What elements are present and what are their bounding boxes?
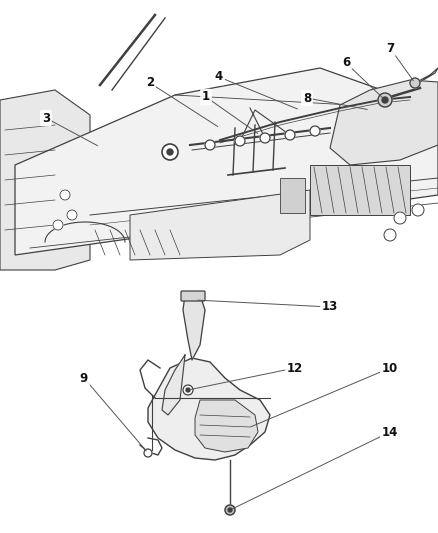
Circle shape [310, 126, 320, 136]
FancyBboxPatch shape [181, 291, 205, 301]
FancyBboxPatch shape [310, 165, 410, 215]
Text: 3: 3 [42, 111, 50, 125]
Circle shape [378, 93, 392, 107]
Circle shape [53, 220, 63, 230]
Text: 13: 13 [322, 301, 338, 313]
Text: 1: 1 [202, 91, 210, 103]
Circle shape [382, 97, 388, 103]
Text: 7: 7 [386, 42, 394, 54]
Circle shape [285, 130, 295, 140]
Polygon shape [162, 355, 185, 415]
Circle shape [412, 204, 424, 216]
Polygon shape [415, 68, 438, 83]
Circle shape [144, 449, 152, 457]
Circle shape [167, 149, 173, 155]
Text: 12: 12 [287, 361, 303, 375]
Text: 9: 9 [80, 372, 88, 384]
Circle shape [235, 136, 245, 146]
Polygon shape [15, 68, 438, 255]
Circle shape [260, 133, 270, 143]
Polygon shape [330, 80, 438, 165]
Circle shape [225, 505, 235, 515]
Text: 8: 8 [303, 92, 311, 104]
Text: 6: 6 [342, 56, 350, 69]
Circle shape [394, 212, 406, 224]
Text: 2: 2 [146, 77, 154, 90]
Circle shape [205, 140, 215, 150]
Circle shape [67, 210, 77, 220]
Circle shape [60, 190, 70, 200]
Circle shape [228, 508, 232, 512]
Text: 4: 4 [215, 70, 223, 84]
FancyBboxPatch shape [280, 178, 305, 213]
Circle shape [384, 229, 396, 241]
Polygon shape [148, 358, 270, 460]
Circle shape [410, 78, 420, 88]
Polygon shape [130, 190, 310, 260]
Polygon shape [0, 90, 90, 270]
Polygon shape [195, 400, 258, 452]
Circle shape [183, 385, 193, 395]
Polygon shape [183, 295, 205, 360]
Circle shape [186, 388, 190, 392]
Text: 10: 10 [382, 361, 398, 375]
Text: 14: 14 [382, 425, 398, 439]
Circle shape [162, 144, 178, 160]
